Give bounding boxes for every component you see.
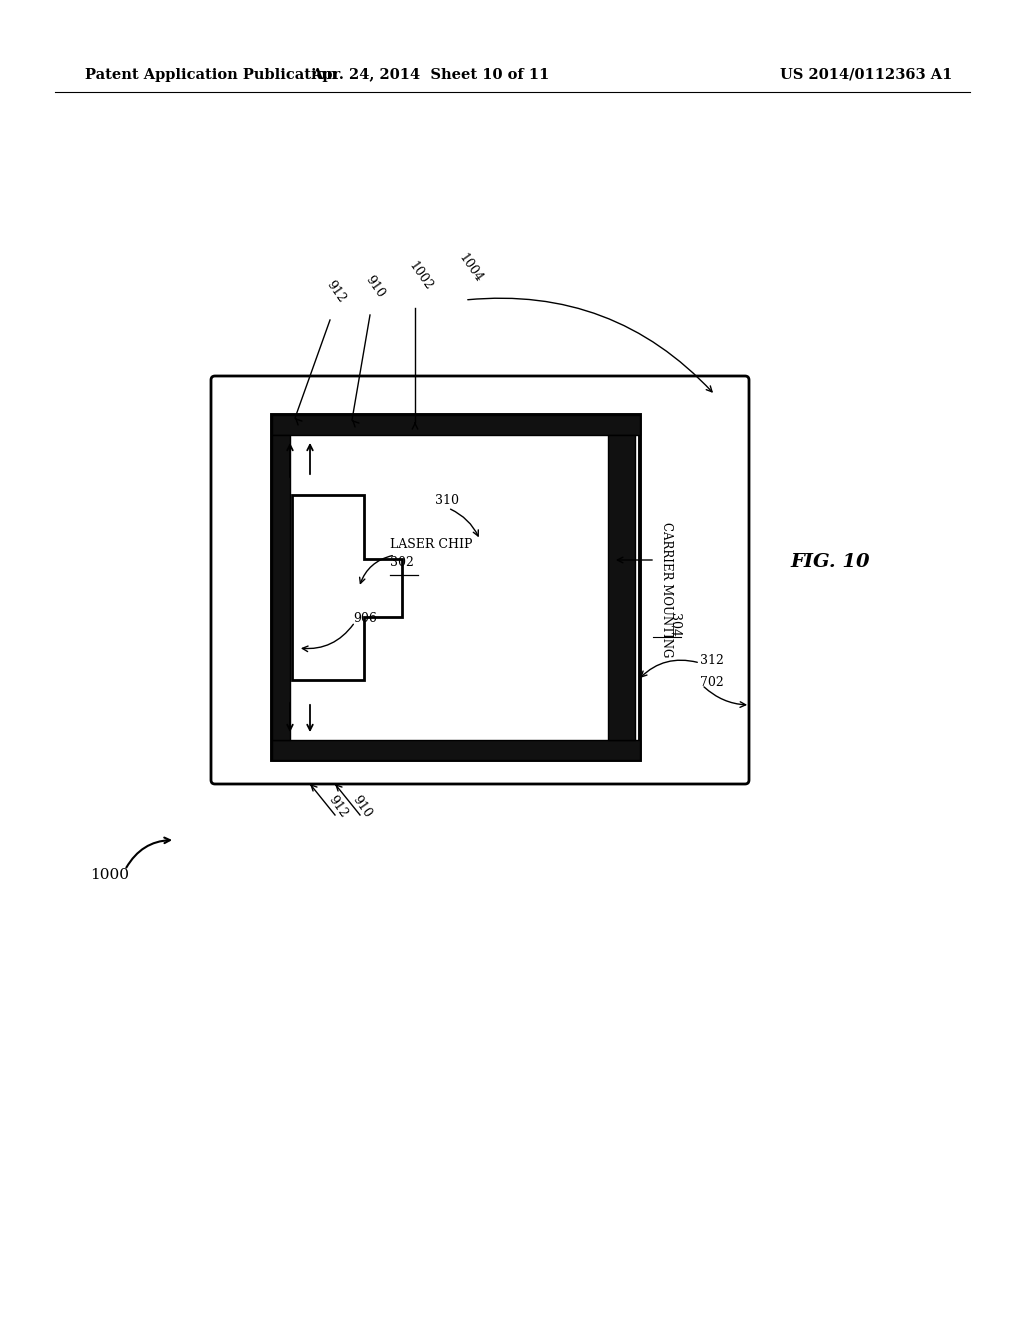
Text: 906: 906: [353, 611, 377, 624]
Text: 912: 912: [326, 793, 350, 820]
Text: 302: 302: [390, 556, 414, 569]
Text: 910: 910: [362, 273, 387, 300]
Bar: [272, 414, 640, 436]
Text: LASER CHIP: LASER CHIP: [390, 539, 472, 552]
Text: CARRIER MOUNTING: CARRIER MOUNTING: [660, 523, 673, 657]
Bar: [272, 741, 640, 760]
Text: 310: 310: [435, 494, 459, 507]
Bar: [272, 436, 290, 741]
Polygon shape: [292, 495, 402, 680]
Text: 910: 910: [350, 793, 374, 820]
Text: Apr. 24, 2014  Sheet 10 of 11: Apr. 24, 2014 Sheet 10 of 11: [311, 69, 549, 82]
Text: 1002: 1002: [406, 260, 434, 293]
Text: 1004: 1004: [456, 251, 484, 285]
Bar: [608, 436, 635, 741]
Text: Patent Application Publication: Patent Application Publication: [85, 69, 337, 82]
Text: 702: 702: [700, 676, 724, 689]
FancyBboxPatch shape: [211, 376, 749, 784]
Bar: [272, 414, 640, 760]
Text: FIG. 10: FIG. 10: [790, 553, 869, 572]
Text: US 2014/0112363 A1: US 2014/0112363 A1: [780, 69, 952, 82]
Text: 912: 912: [324, 279, 348, 305]
Text: 1000: 1000: [90, 869, 129, 882]
Text: 304: 304: [668, 612, 681, 638]
Text: 312: 312: [700, 653, 724, 667]
